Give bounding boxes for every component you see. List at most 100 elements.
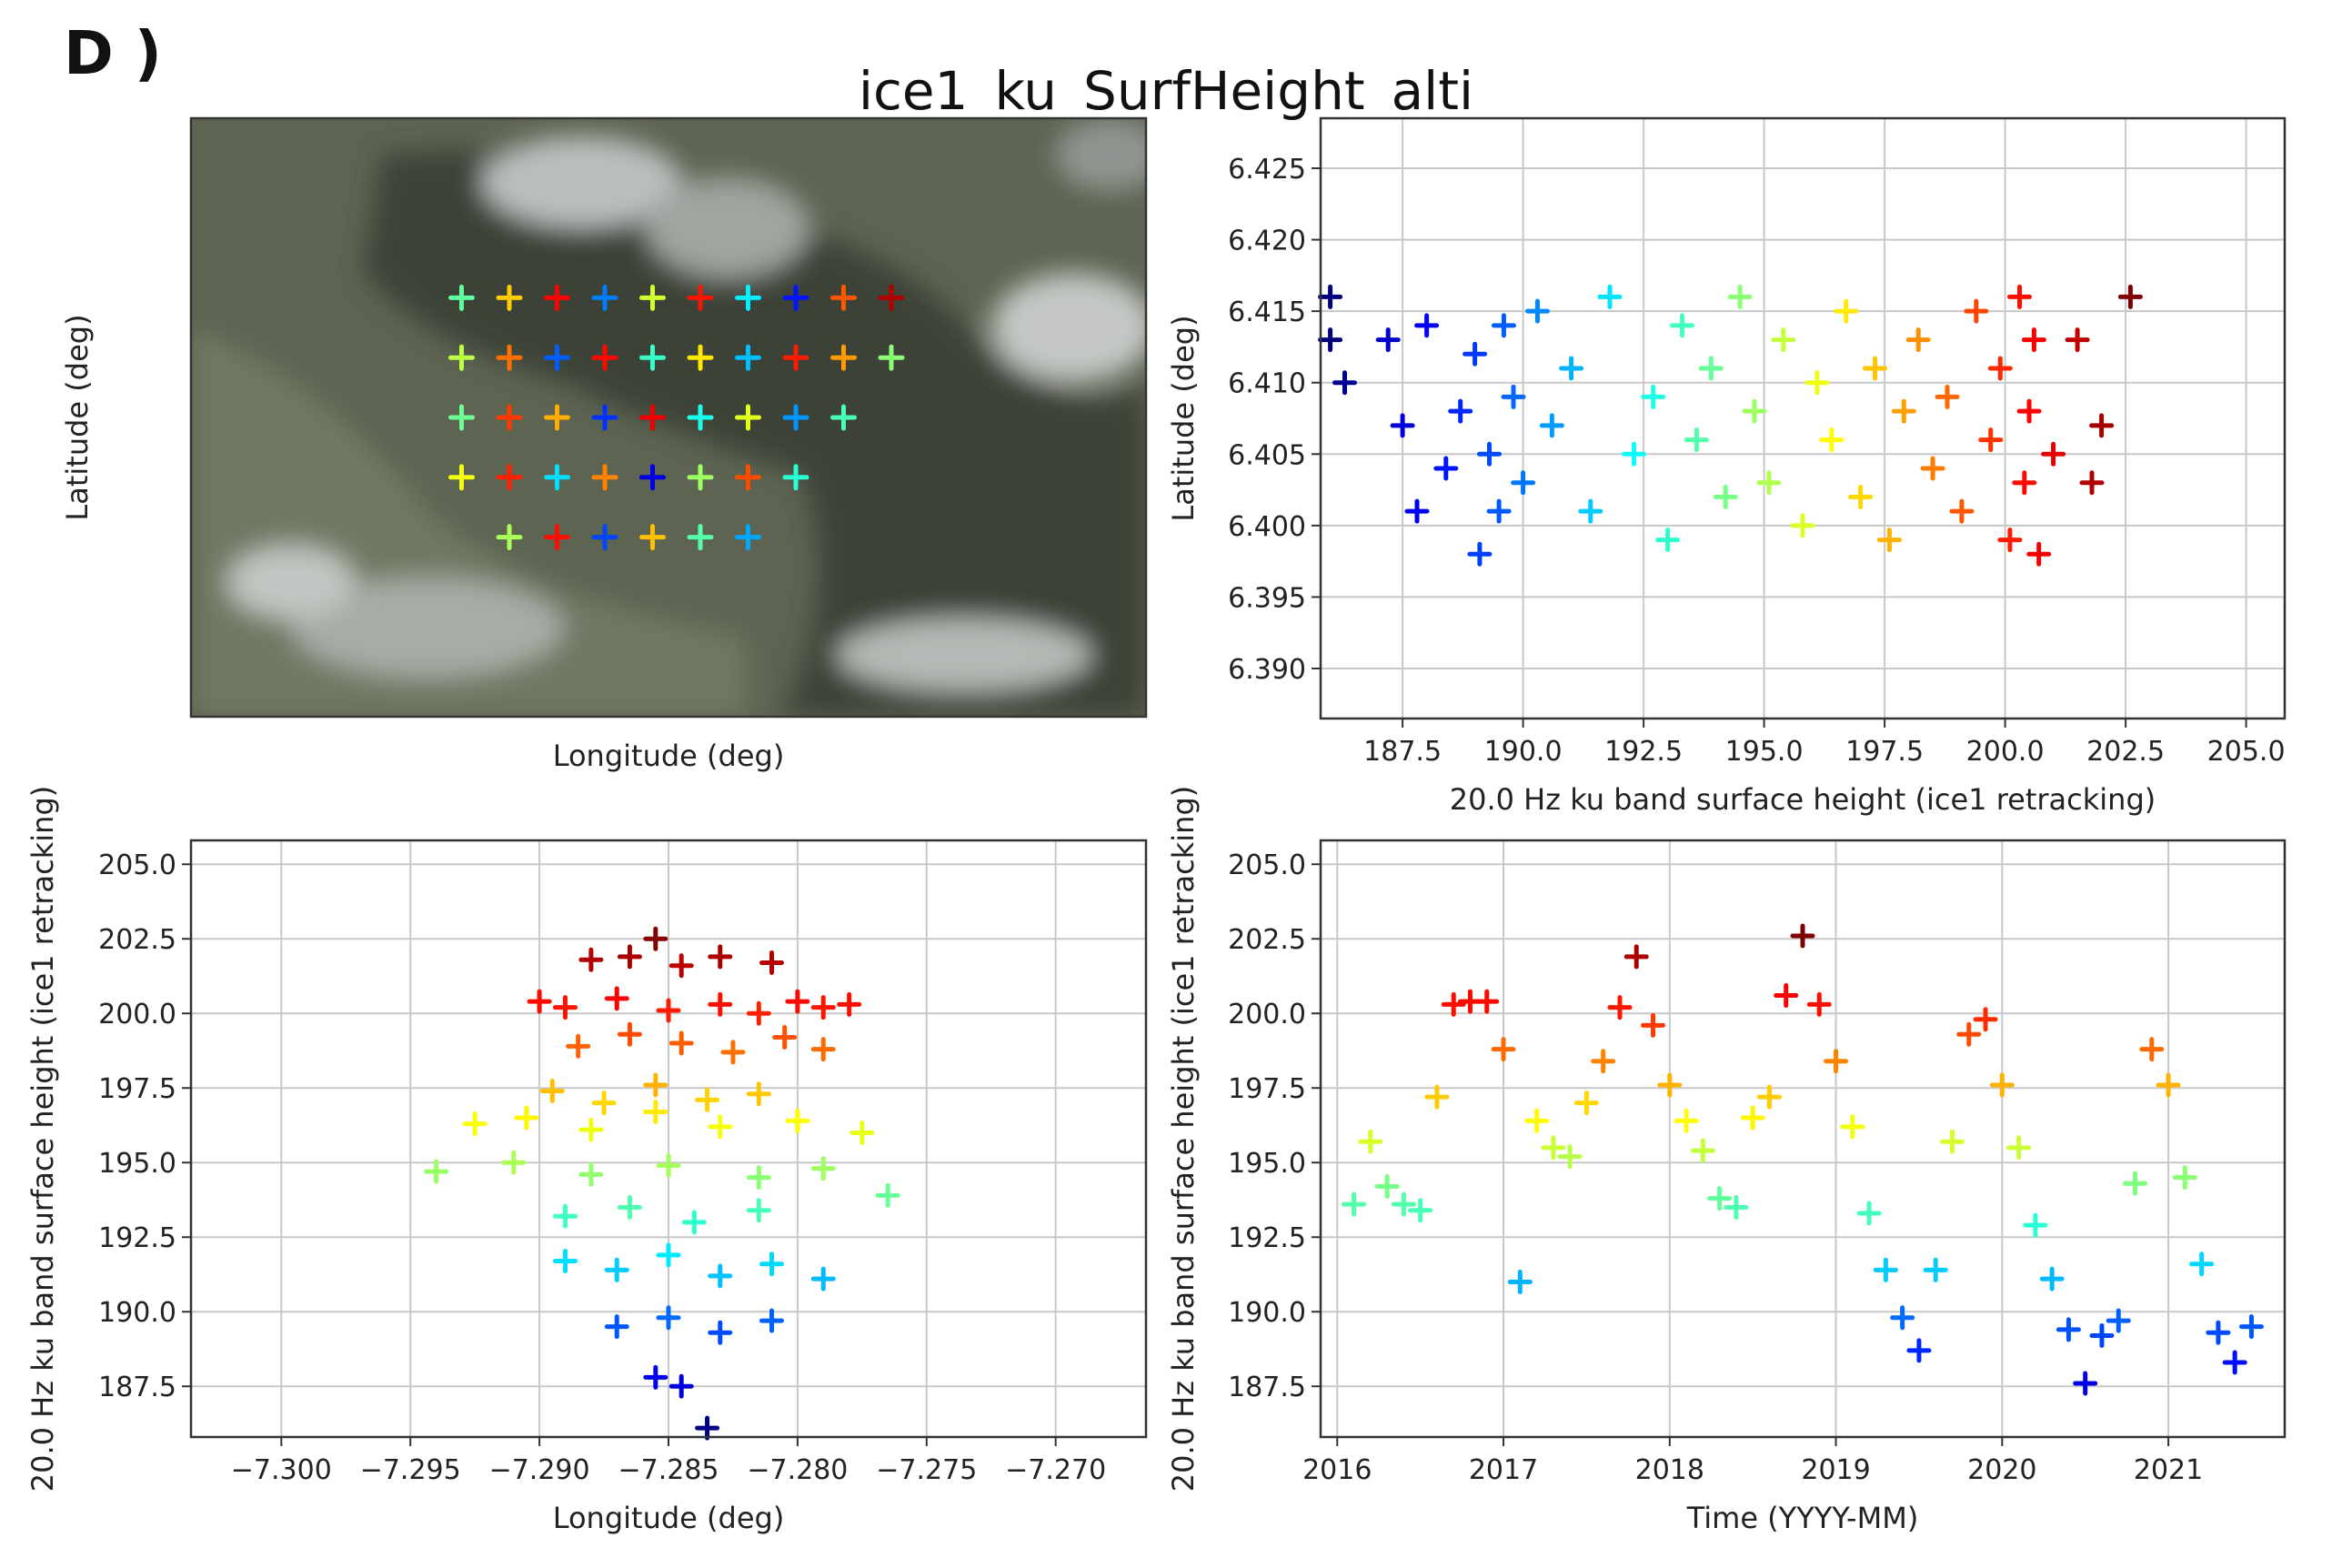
time-point (2189, 1251, 2215, 1277)
lon-point (539, 1079, 565, 1104)
map-point (687, 464, 714, 491)
time-point (1756, 1084, 1782, 1110)
time-point (1806, 991, 1832, 1017)
lon-point (668, 1030, 694, 1056)
time-point (2222, 1350, 2247, 1375)
map-xlabel: Longitude (deg) (553, 739, 785, 773)
lon-point (837, 991, 862, 1017)
time-point (1956, 1021, 1982, 1047)
map-point (735, 404, 761, 431)
time-point (1342, 1191, 1367, 1217)
lat-point (2079, 470, 2105, 496)
lat-point (1790, 513, 1815, 538)
lat-point (1905, 327, 1931, 353)
lat-point (1949, 498, 1975, 524)
time-point (1774, 983, 1799, 1009)
time-point (1906, 1338, 1932, 1363)
lat-point (1578, 498, 1603, 524)
lat-xtick-label: 200.0 (1966, 736, 2045, 768)
lon-point (552, 1203, 578, 1229)
lon-point (462, 1111, 488, 1137)
lat-point (1467, 541, 1493, 567)
lon-tick-labels: −7.300 −7.295 −7.290 −7.285 −7.280 −7.275 −7.2… (98, 849, 1106, 1486)
lon-point (810, 1266, 836, 1292)
lat-ylabel: Latitude (deg) (1166, 315, 1201, 521)
time-point (2238, 1314, 2264, 1340)
time-point (2056, 1317, 2081, 1342)
time-point (1740, 1105, 1765, 1131)
lat-point (1684, 427, 1709, 453)
lat-point (2117, 284, 2143, 309)
lon-point (527, 989, 552, 1014)
time-ytick-label: 190.0 (1228, 1297, 1306, 1329)
lat-grid (1321, 118, 2285, 719)
lon-point (759, 1308, 785, 1333)
lon-point (552, 1248, 578, 1273)
map-point (544, 524, 570, 551)
time-xtick-label: 2016 (1302, 1454, 1372, 1486)
time-point (1358, 1129, 1383, 1154)
lon-point (617, 1021, 642, 1047)
lat-xtick-label: 187.5 (1363, 736, 1442, 768)
map-point (735, 284, 761, 311)
lon-xtick-label: −7.280 (747, 1454, 848, 1486)
lon-point (514, 1105, 539, 1131)
time-point (1973, 1007, 1998, 1032)
lon-point (656, 1242, 681, 1268)
lat-point (1819, 427, 1844, 453)
lat-point (1597, 284, 1623, 309)
map-point (496, 344, 523, 371)
map-point (639, 344, 666, 371)
lat-point (1622, 441, 1646, 467)
time-point (1657, 1072, 1683, 1098)
lon-xlabel: Longitude (deg) (553, 1501, 785, 1535)
map-frame (189, 116, 1148, 719)
lon-point (695, 1415, 720, 1441)
lon-point (643, 1072, 668, 1098)
lon-point (810, 1156, 836, 1181)
map-point (878, 344, 905, 371)
map-data-points (448, 284, 905, 551)
lon-ytick-label: 192.5 (98, 1222, 176, 1254)
map-point (544, 464, 570, 491)
map-point (687, 404, 714, 431)
lon-xtick-label: −7.290 (489, 1454, 590, 1486)
time-point (1524, 1108, 1550, 1133)
lon-point (668, 1373, 694, 1399)
lat-point (1501, 384, 1526, 409)
time-point (1557, 1144, 1583, 1170)
time-point (2089, 1322, 2115, 1348)
map-point (830, 344, 857, 371)
lon-xtick-label: −7.270 (1005, 1454, 1106, 1486)
lat-point (1964, 298, 1989, 324)
lat-point (1771, 327, 1796, 353)
lon-point (746, 1000, 771, 1026)
time-tick-labels: 2016 2017 2018 2019 2020 2021 187.5 190.0 192.5 1… (1228, 849, 2203, 1486)
satellite-image (191, 118, 1146, 717)
lat-vs-height-panel: 187.5 190.0 192.5 195.0 197.5 200.0 202.5 205.0… (1166, 116, 2287, 817)
lat-xtick-label: 192.5 (1604, 736, 1683, 768)
time-point (1507, 1269, 1533, 1294)
time-point (1856, 1201, 1882, 1226)
lon-point (708, 944, 733, 970)
time-frame (1319, 839, 2287, 1439)
map-point (639, 404, 666, 431)
lon-point (720, 1040, 746, 1065)
lon-ytick-label: 187.5 (98, 1372, 176, 1403)
lat-point (1920, 456, 1945, 481)
lat-point (1891, 398, 1916, 424)
time-point (2039, 1266, 2065, 1292)
map-point (687, 284, 714, 311)
lon-ytick-label: 197.5 (98, 1073, 176, 1105)
map-point (639, 464, 666, 491)
lat-ytick-label: 6.410 (1228, 368, 1306, 400)
time-xlabel: Time (YYYY-MM) (1686, 1501, 1919, 1535)
lon-ylabel: 20.0 Hz ku band surface height (ice1 ret… (25, 786, 60, 1492)
map-point (496, 284, 523, 311)
lon-point (668, 953, 694, 979)
map-point (782, 344, 809, 371)
lon-grid (191, 840, 1146, 1437)
lon-point (810, 995, 836, 1020)
time-point (1441, 991, 1466, 1017)
lat-point (1332, 370, 1357, 396)
